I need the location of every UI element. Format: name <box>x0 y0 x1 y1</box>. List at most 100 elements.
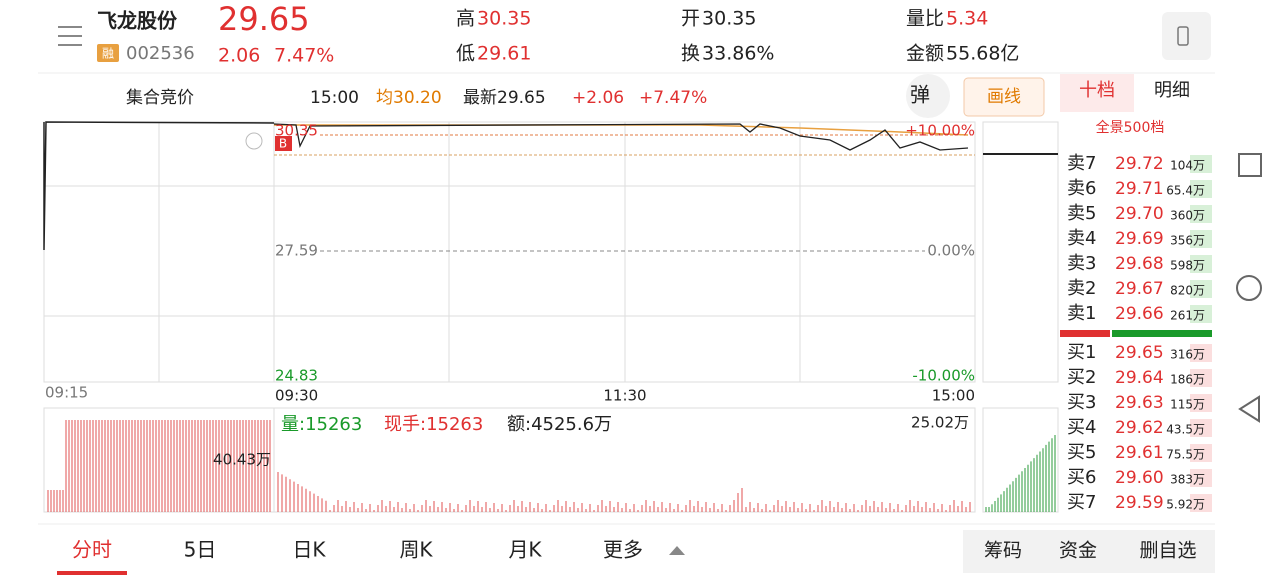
depth-bar <box>1190 469 1212 487</box>
tab[interactable]: 周K <box>399 538 433 562</box>
depth-bar <box>1190 344 1212 362</box>
side-tab[interactable]: 十档 <box>1079 80 1115 101</box>
menu-icon[interactable] <box>58 26 82 46</box>
vol-max: 25.02万 <box>911 414 969 432</box>
more-arrow[interactable] <box>669 546 685 555</box>
chart-frame <box>43 121 1059 513</box>
device-button[interactable] <box>1162 12 1211 60</box>
level-volume: 598万 <box>1170 259 1205 273</box>
level-label: 卖7 <box>1067 153 1096 174</box>
level-price: 29.65 <box>1115 343 1164 363</box>
stock-code: 002536 <box>126 43 195 64</box>
auction-curve <box>43 121 275 251</box>
button-bar <box>963 530 1215 573</box>
orderbook-title[interactable]: 全景500档 <box>1096 119 1165 136</box>
draw-label: 画线 <box>987 87 1021 107</box>
price: 29.65 <box>218 0 310 38</box>
depth-bar <box>1190 419 1212 437</box>
b-marker-bg <box>275 136 292 151</box>
device-icon <box>1177 26 1189 46</box>
level-volume: 65.4万 <box>1166 184 1205 198</box>
action-button[interactable]: 筹码 <box>984 540 1022 562</box>
level-label: 买5 <box>1067 442 1096 463</box>
depth-bar <box>1190 444 1212 462</box>
stat-value: 30.35 <box>702 8 756 30</box>
draw-button[interactable] <box>963 77 1045 117</box>
depth-bar <box>1190 230 1212 248</box>
level-volume: 115万 <box>1170 398 1205 412</box>
level-label: 买4 <box>1067 417 1096 438</box>
price-high: 30.35 <box>275 122 318 140</box>
tab-bg <box>1060 74 1134 112</box>
b-marker: B <box>279 137 287 151</box>
price-curve <box>273 123 969 151</box>
level-volume: 360万 <box>1170 209 1205 223</box>
toolbar-change-pct: +7.47% <box>639 88 707 108</box>
depth-bar <box>1190 394 1212 412</box>
volume: 量:15263 <box>281 414 362 435</box>
bounce-button[interactable] <box>906 74 950 118</box>
level-volume: 261万 <box>1170 309 1205 323</box>
stock-name: 飞龙股份 <box>97 9 178 33</box>
level-price: 29.70 <box>1115 204 1164 224</box>
help-icon[interactable] <box>245 132 263 150</box>
action-button[interactable]: 资金 <box>1059 540 1097 562</box>
level-label: 卖4 <box>1067 228 1096 249</box>
pct-high: +10.00% <box>905 122 975 140</box>
nav-home[interactable] <box>1236 275 1262 301</box>
tab[interactable]: 5日 <box>184 538 217 562</box>
stat-label: 换 <box>681 43 700 65</box>
depth-bar <box>1190 305 1212 323</box>
hand: 现手:15263 <box>384 414 483 435</box>
auction-vol: 40.43万 <box>213 451 271 469</box>
avg-price: 均30.20 <box>376 88 442 108</box>
tab[interactable]: 月K <box>508 538 542 562</box>
level-label: 卖5 <box>1067 203 1096 224</box>
change: 2.06 <box>218 45 260 67</box>
level-volume: 820万 <box>1170 284 1205 298</box>
tab[interactable]: 日K <box>292 538 326 562</box>
stat-value: 5.34 <box>946 8 988 30</box>
stat-label: 量比 <box>906 8 944 30</box>
level-price: 29.72 <box>1115 154 1164 174</box>
level-price: 29.66 <box>1115 304 1164 324</box>
level-label: 买1 <box>1067 342 1096 363</box>
level-price: 29.71 <box>1115 179 1164 199</box>
depth-bar <box>1190 280 1212 298</box>
avg-line <box>274 124 969 136</box>
stat-value: 55.68亿 <box>946 43 1019 65</box>
stat-value: 29.61 <box>477 43 531 65</box>
depth-bar <box>1190 494 1212 512</box>
depth-bar <box>1190 180 1212 198</box>
sell-buy-bar <box>1060 330 1110 337</box>
level-price: 29.64 <box>1115 368 1164 388</box>
latest-price: 最新29.65 <box>463 88 546 108</box>
toolbar-change: +2.06 <box>572 88 624 108</box>
level-label: 卖6 <box>1067 178 1096 199</box>
level-volume: 75.5万 <box>1166 448 1205 462</box>
level-price: 29.63 <box>1115 393 1164 413</box>
level-price: 29.69 <box>1115 229 1164 249</box>
level-volume: 186万 <box>1170 373 1205 387</box>
tab[interactable]: 更多 <box>603 538 643 562</box>
level-label: 卖3 <box>1067 253 1096 274</box>
auction-label: 集合竞价 <box>126 88 194 108</box>
time: 15:00 <box>310 88 359 108</box>
level-volume: 104万 <box>1170 159 1205 173</box>
stat-label: 高 <box>456 8 475 30</box>
level-label: 卖1 <box>1067 303 1096 324</box>
time-label: 15:00 <box>932 387 975 405</box>
action-button[interactable]: 删自选 <box>1139 540 1196 562</box>
stat-value: 30.35 <box>477 8 531 30</box>
nav-back[interactable] <box>1238 395 1260 423</box>
level-price: 29.62 <box>1115 418 1164 438</box>
stat-value: 33.86% <box>702 43 774 65</box>
stat-label: 开 <box>681 8 700 30</box>
nav-recent[interactable] <box>1238 153 1262 177</box>
depth-bar <box>1190 205 1212 223</box>
tab[interactable]: 分时 <box>72 538 112 562</box>
side-tab[interactable]: 明细 <box>1154 80 1190 101</box>
level-price: 29.60 <box>1115 468 1164 488</box>
level-volume: 5.92万 <box>1166 498 1205 512</box>
